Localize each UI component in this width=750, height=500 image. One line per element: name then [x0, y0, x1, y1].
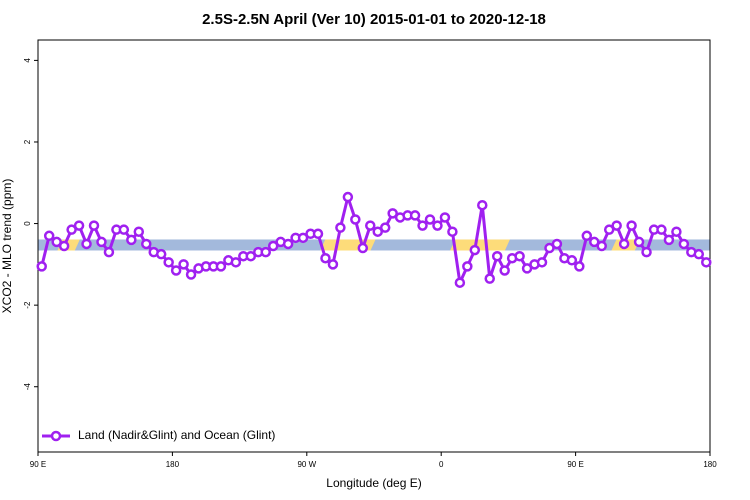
- series-point: [409, 210, 421, 221]
- series-point: [81, 238, 92, 250]
- series-point: [439, 212, 451, 223]
- series-point: [581, 230, 593, 242]
- series-point: [484, 273, 495, 284]
- y-tick-label: -4: [23, 383, 32, 391]
- legend-label: Land (Nadir&Glint) and Ocean (Glint): [78, 428, 275, 442]
- series-point: [73, 220, 85, 231]
- series-point: [320, 252, 331, 264]
- series-point: [282, 238, 294, 250]
- series-point: [88, 220, 100, 231]
- x-tick-label: 90 E: [30, 460, 46, 469]
- series-point: [417, 220, 428, 231]
- series-point: [469, 244, 481, 256]
- series-point: [454, 277, 466, 288]
- series-point: [671, 226, 682, 237]
- series-point: [185, 269, 197, 280]
- series-point: [365, 220, 376, 231]
- series-point: [51, 236, 62, 248]
- series-point: [372, 226, 383, 237]
- series-point: [342, 191, 354, 203]
- series-point: [477, 199, 488, 211]
- series-point: [36, 261, 47, 272]
- series-point: [633, 236, 645, 248]
- series-point: [96, 236, 107, 248]
- series-point: [701, 257, 712, 268]
- series-point: [611, 220, 622, 231]
- x-axis-label: Longitude (deg E): [326, 476, 421, 490]
- series-point: [544, 242, 555, 254]
- series-point: [641, 246, 652, 258]
- series-point: [379, 222, 391, 233]
- series-point: [66, 224, 77, 235]
- series-point: [215, 261, 227, 272]
- series-point: [536, 257, 548, 268]
- series-point: [574, 261, 585, 272]
- series-point: [163, 257, 174, 268]
- series-point: [350, 214, 361, 225]
- series-point: [335, 222, 346, 233]
- series-point: [126, 234, 137, 246]
- x-tick-label: 180: [703, 460, 717, 469]
- legend-marker: [50, 430, 62, 442]
- series-point: [678, 238, 690, 250]
- series-point: [626, 220, 637, 231]
- series-point: [141, 238, 152, 250]
- series-point: [260, 246, 271, 258]
- series-point: [245, 250, 257, 262]
- ocean-band: [38, 239, 710, 251]
- series-point: [596, 240, 607, 252]
- series-point: [170, 265, 182, 276]
- series-point: [521, 263, 533, 274]
- series-point: [312, 228, 324, 240]
- plot-frame: [37, 39, 711, 453]
- y-tick-label: 2: [23, 139, 32, 144]
- chart-title: 2.5S-2.5N April (Ver 10) 2015-01-01 to 2…: [202, 11, 546, 28]
- series-point: [103, 246, 115, 258]
- series-point: [693, 248, 705, 260]
- series-point: [230, 257, 242, 268]
- series-point: [155, 248, 167, 260]
- series-point: [432, 220, 443, 231]
- series-point: [491, 250, 503, 262]
- series-point: [327, 259, 339, 270]
- series-point: [58, 240, 70, 252]
- series-point: [499, 265, 510, 276]
- series-point: [297, 232, 309, 244]
- x-tick-label: 0: [439, 460, 444, 469]
- series-point: [133, 226, 145, 237]
- land-band: [450, 239, 510, 251]
- x-tick-label: 90 E: [567, 460, 583, 469]
- series-point: [589, 236, 600, 248]
- series-point: [656, 224, 667, 235]
- y-tick-label: 4: [23, 58, 32, 63]
- series-point: [663, 234, 675, 246]
- series-point: [387, 208, 398, 219]
- series-point: [424, 214, 436, 225]
- series-point: [618, 238, 630, 250]
- x-tick-label: 180: [166, 460, 180, 469]
- series-point: [603, 224, 615, 235]
- series-point: [551, 238, 563, 250]
- series-point: [462, 261, 473, 272]
- series-point: [514, 250, 525, 262]
- series-point: [178, 259, 189, 270]
- series-point: [118, 224, 130, 235]
- y-tick-label: -2: [23, 301, 32, 309]
- x-tick-label: 90 W: [297, 460, 316, 469]
- series-point: [43, 230, 55, 242]
- y-tick-label: 0: [23, 221, 32, 226]
- series-point: [566, 255, 578, 266]
- series-point: [447, 226, 458, 237]
- y-axis-label: XCO2 - MLO trend (ppm): [0, 179, 14, 314]
- series-point: [267, 240, 279, 252]
- series-point: [357, 242, 369, 254]
